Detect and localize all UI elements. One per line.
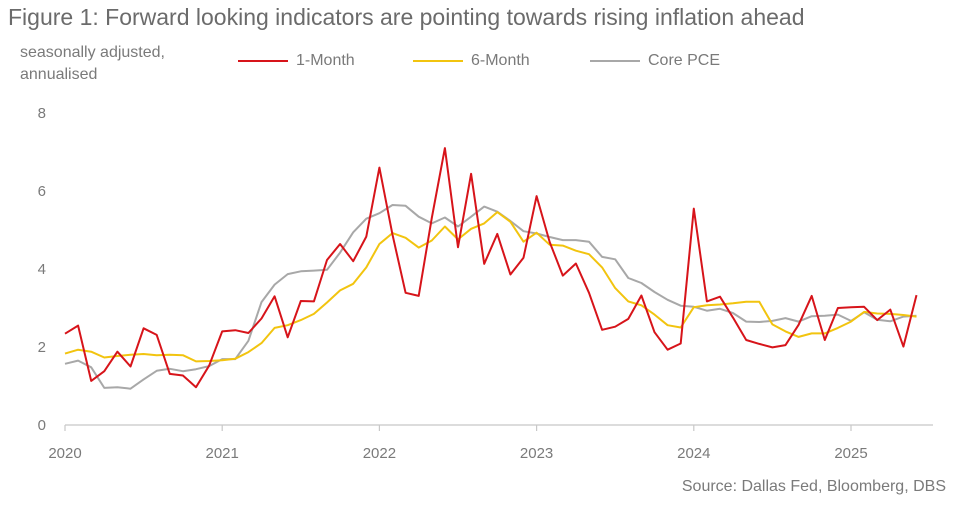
legend-swatch-1-month — [238, 60, 288, 62]
legend-label-core-pce: Core PCE — [648, 52, 721, 69]
y-tick-label-2: 2 — [38, 339, 46, 356]
y-tick-label-0: 0 — [38, 417, 46, 434]
x-tick-label-2024: 2024 — [677, 445, 710, 462]
y-tick-label-8: 8 — [38, 105, 46, 122]
y-tick-label-6: 6 — [38, 183, 46, 200]
x-tick-label-2021: 2021 — [206, 445, 239, 462]
x-tick-label-2022: 2022 — [363, 445, 396, 462]
legend-item-core-pce: Core PCE — [590, 52, 720, 70]
y-axis-label-line-2: annualised — [20, 66, 98, 83]
legend-label-1-month: 1-Month — [296, 52, 355, 69]
legend-item-6-month: 6-Month — [413, 52, 530, 70]
y-axis-label-line-1: seasonally adjusted, — [20, 44, 165, 61]
legend-swatch-6-month — [413, 60, 463, 62]
series-line-6-month — [64, 211, 917, 363]
y-axis-label: seasonally adjusted, annualised — [20, 42, 165, 86]
legend: 1-Month 6-Month Core PCE — [0, 52, 968, 76]
source-note: Source: Dallas Fed, Bloomberg, DBS — [681, 478, 946, 495]
legend-swatch-core-pce — [590, 60, 640, 62]
y-tick-label-4: 4 — [38, 261, 46, 278]
series-line-1-month — [64, 147, 918, 389]
x-tick-label-2020: 2020 — [48, 445, 81, 462]
legend-item-1-month: 1-Month — [238, 52, 355, 70]
legend-label-6-month: 6-Month — [471, 52, 530, 69]
chart-title: Figure 1: Forward looking indicators are… — [8, 4, 805, 30]
x-tick-label-2025: 2025 — [834, 445, 867, 462]
series-line-core-pce — [64, 204, 917, 390]
x-tick-label-2023: 2023 — [520, 445, 553, 462]
